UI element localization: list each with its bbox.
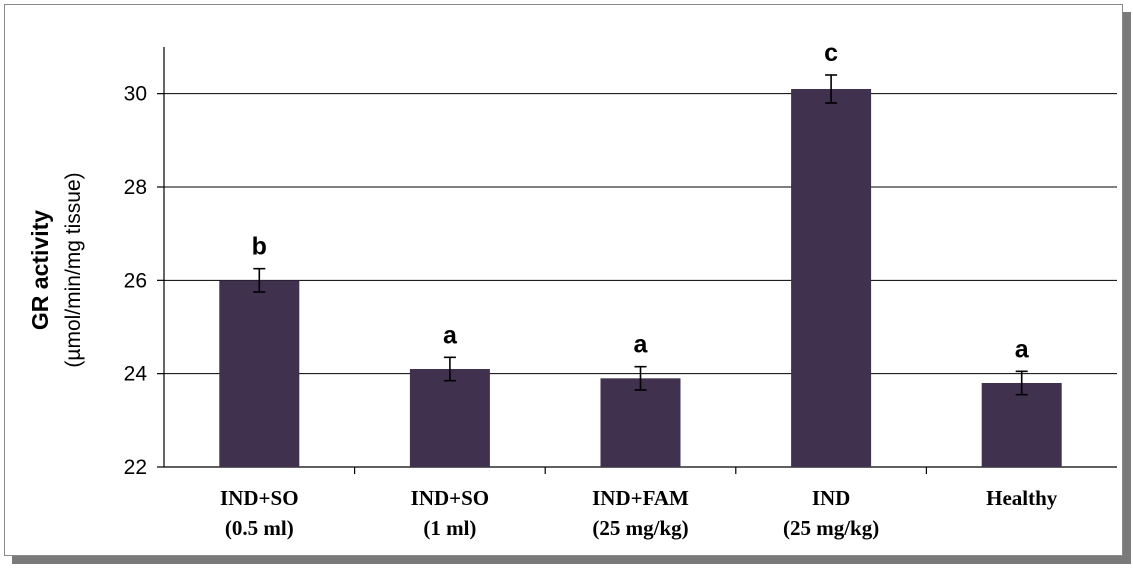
y-axis-unit: (µmol/min/mg tissue) <box>62 172 85 367</box>
category-label-line2: (0.5 ml) <box>225 516 294 540</box>
category-label-line2: (25 mg/kg) <box>783 516 879 540</box>
significance-letter: a <box>443 321 458 349</box>
bars <box>219 74 1062 467</box>
category-label-line1: IND+SO <box>220 486 298 510</box>
bar <box>981 383 1062 467</box>
category-label-line2: (1 ml) <box>423 516 476 540</box>
y-axis-title: GR activity <box>27 210 53 330</box>
significance-letter: c <box>824 39 838 67</box>
category-label-line1: Healthy <box>986 486 1058 510</box>
bar <box>219 280 300 467</box>
significance-letter: a <box>634 331 649 359</box>
category-label-line2: (25 mg/kg) <box>592 516 688 540</box>
category-label-line1: IND+FAM <box>592 486 689 510</box>
y-tick-label: 28 <box>124 176 147 199</box>
y-tick-label: 30 <box>124 83 147 106</box>
y-tick-label: 22 <box>124 456 147 479</box>
y-tick-label: 24 <box>124 363 148 386</box>
y-tick-label: 26 <box>124 269 147 292</box>
category-label-line1: IND+SO <box>411 486 489 510</box>
bar <box>409 369 490 467</box>
significance-letter: b <box>252 233 267 261</box>
significance-letter: a <box>1015 335 1030 363</box>
bar <box>600 378 681 467</box>
category-label-line1: IND <box>812 486 851 510</box>
bar <box>791 89 872 467</box>
labels: 22 24 26 28 30 b IND+SO (0.5 ml) a IND+SO (1 ml) a I… <box>124 39 1058 540</box>
